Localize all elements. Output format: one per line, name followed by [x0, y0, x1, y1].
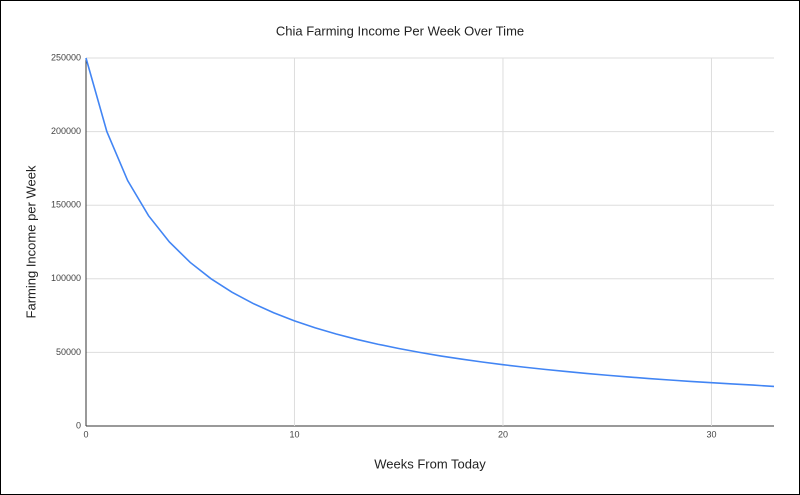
x-tick-label: 20 — [498, 429, 508, 439]
y-tick-label: 150000 — [51, 200, 81, 210]
y-tick-label: 250000 — [51, 52, 81, 62]
x-tick-label: 0 — [83, 429, 88, 439]
y-tick-label: 0 — [76, 420, 81, 430]
x-axis-title: Weeks From Today — [374, 456, 486, 471]
line-series — [85, 57, 775, 388]
y-tick-label: 200000 — [51, 126, 81, 136]
x-tick-label: 10 — [289, 429, 299, 439]
y-tick-label: 50000 — [56, 347, 81, 357]
y-axis-title: Farming Income per Week — [23, 165, 38, 318]
y-tick-label: 100000 — [51, 273, 81, 283]
chart-title: Chia Farming Income Per Week Over Time — [276, 23, 524, 38]
x-tick-label: 30 — [706, 429, 716, 439]
